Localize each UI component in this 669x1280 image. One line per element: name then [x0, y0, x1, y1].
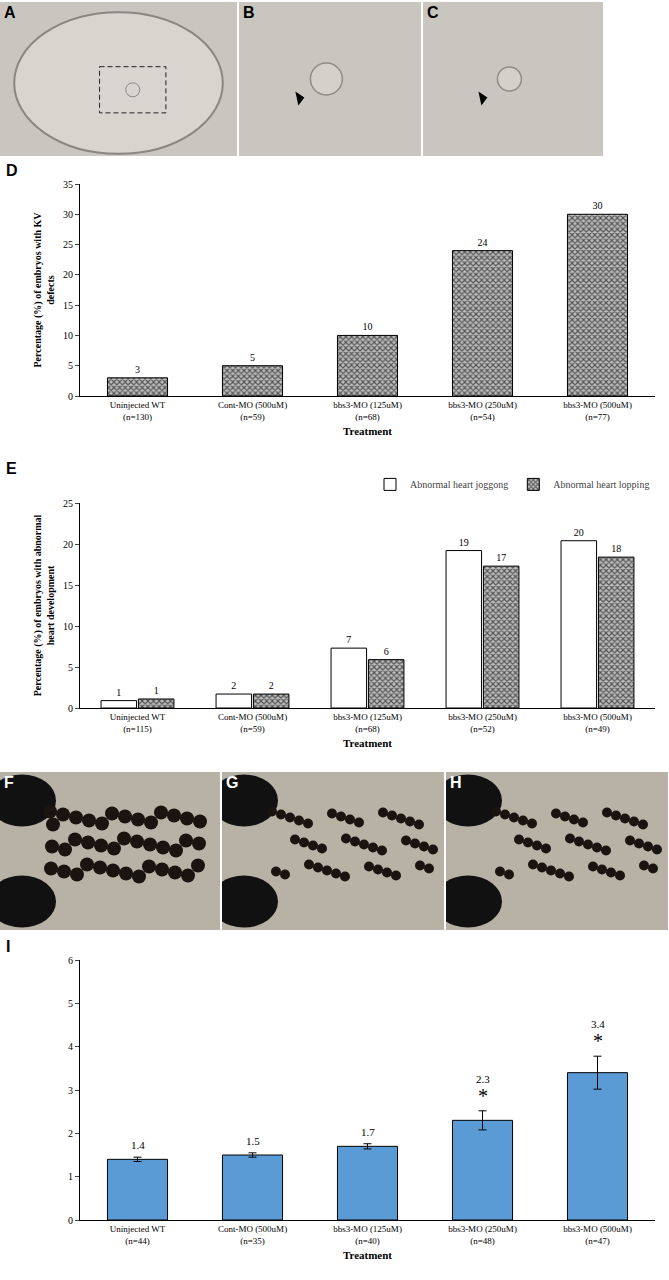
svg-text:1: 1 — [116, 687, 121, 698]
svg-text:bbs3-MO (250uM)(n=54): bbs3-MO (250uM)(n=54) — [448, 400, 517, 422]
svg-text:Percentage (%) of embryos with: Percentage (%) of embryos with KVdefects — [32, 212, 56, 368]
svg-text:1.7: 1.7 — [361, 1126, 375, 1138]
svg-text:10: 10 — [363, 321, 373, 332]
svg-text:bbs3-MO (250uM)(n=48): bbs3-MO (250uM)(n=48) — [448, 1224, 517, 1246]
svg-text:bbs3-MO (500uM)(n=47): bbs3-MO (500uM)(n=47) — [563, 1224, 632, 1246]
svg-text:Treatment: Treatment — [343, 737, 392, 749]
html-text:D: D — [6, 162, 18, 179]
svg-text:Uninjected WT(n=115): Uninjected WT(n=115) — [110, 712, 166, 734]
svg-text:20: 20 — [574, 527, 584, 538]
svg-text:Percentage (%) of embryos with: Percentage (%) of embryos with abnormalh… — [32, 514, 56, 696]
svg-text:0: 0 — [68, 391, 73, 402]
svg-text:bbs3-MO (125uM)(n=68): bbs3-MO (125uM)(n=68) — [333, 400, 402, 422]
svg-text:Treatment: Treatment — [343, 425, 392, 437]
html-text:H: H — [450, 774, 462, 791]
svg-text:18: 18 — [611, 543, 621, 554]
svg-text:1: 1 — [154, 685, 159, 696]
html-text:C: C — [427, 4, 439, 21]
html-text:I: I — [6, 938, 11, 955]
svg-text:3: 3 — [135, 364, 140, 375]
html-text:G: G — [226, 774, 239, 791]
svg-text:15: 15 — [63, 580, 73, 591]
svg-text:bbs3-MO (125uM)(n=68): bbs3-MO (125uM)(n=68) — [333, 712, 402, 734]
svg-text:5: 5 — [250, 352, 255, 363]
svg-text:20: 20 — [63, 539, 73, 550]
svg-text:30: 30 — [593, 200, 603, 211]
svg-text:0: 0 — [68, 703, 73, 714]
svg-text:15: 15 — [63, 300, 73, 311]
svg-text:0: 0 — [68, 1215, 73, 1226]
svg-text:bbs3-MO (125uM)(n=40): bbs3-MO (125uM)(n=40) — [333, 1224, 402, 1246]
svg-text:Treatment: Treatment — [343, 1249, 392, 1261]
svg-text:20: 20 — [63, 269, 73, 280]
svg-text:Cont-MO (500uM)(n=59): Cont-MO (500uM)(n=59) — [218, 400, 287, 422]
svg-text:19: 19 — [459, 537, 469, 548]
svg-text:*: * — [478, 1085, 488, 1107]
svg-text:2: 2 — [68, 1128, 73, 1139]
svg-text:*: * — [593, 1030, 603, 1052]
svg-text:2.3: 2.3 — [476, 1073, 490, 1085]
svg-text:10: 10 — [63, 330, 73, 341]
svg-text:Uninjected WT(n=130): Uninjected WT(n=130) — [110, 400, 166, 422]
svg-text:7: 7 — [346, 634, 351, 645]
svg-text:35: 35 — [63, 179, 73, 190]
svg-text:3: 3 — [68, 1085, 73, 1096]
svg-text:30: 30 — [63, 209, 73, 220]
svg-text:Abnormal heart lopping: Abnormal heart lopping — [553, 479, 649, 490]
html-text:E: E — [6, 460, 17, 477]
svg-text:Abnormal heart joggong: Abnormal heart joggong — [410, 479, 508, 490]
svg-text:3.4: 3.4 — [591, 1018, 605, 1030]
svg-text:10: 10 — [63, 621, 73, 632]
svg-text:bbs3-MO (500uM)(n=77): bbs3-MO (500uM)(n=77) — [563, 400, 632, 422]
svg-text:17: 17 — [496, 552, 506, 563]
svg-text:bbs3-MO (250uM)(n=52): bbs3-MO (250uM)(n=52) — [448, 712, 517, 734]
svg-text:1.5: 1.5 — [246, 1135, 260, 1147]
svg-text:6: 6 — [68, 955, 73, 966]
svg-text:Uninjected WT(n=44): Uninjected WT(n=44) — [110, 1224, 166, 1246]
svg-text:Cont-MO (500uM)(n=35): Cont-MO (500uM)(n=35) — [218, 1224, 287, 1246]
svg-text:6: 6 — [384, 646, 389, 657]
svg-text:1.4: 1.4 — [131, 1139, 145, 1151]
svg-text:4: 4 — [68, 1041, 73, 1052]
svg-text:25: 25 — [63, 239, 73, 250]
svg-text:2: 2 — [269, 680, 274, 691]
svg-text:bbs3-MO (500uM)(n=49): bbs3-MO (500uM)(n=49) — [563, 712, 632, 734]
html-text:F: F — [4, 774, 14, 791]
svg-text:5: 5 — [68, 662, 73, 673]
svg-text:1: 1 — [68, 1171, 73, 1182]
svg-text:25: 25 — [63, 498, 73, 509]
html-text:A: A — [4, 4, 16, 21]
svg-text:5: 5 — [68, 998, 73, 1009]
svg-text:24: 24 — [478, 237, 488, 248]
svg-text:Cont-MO (500uM)(n=59): Cont-MO (500uM)(n=59) — [218, 712, 287, 734]
svg-text:5: 5 — [68, 360, 73, 371]
html-text:B: B — [243, 4, 255, 21]
svg-text:2: 2 — [231, 680, 236, 691]
